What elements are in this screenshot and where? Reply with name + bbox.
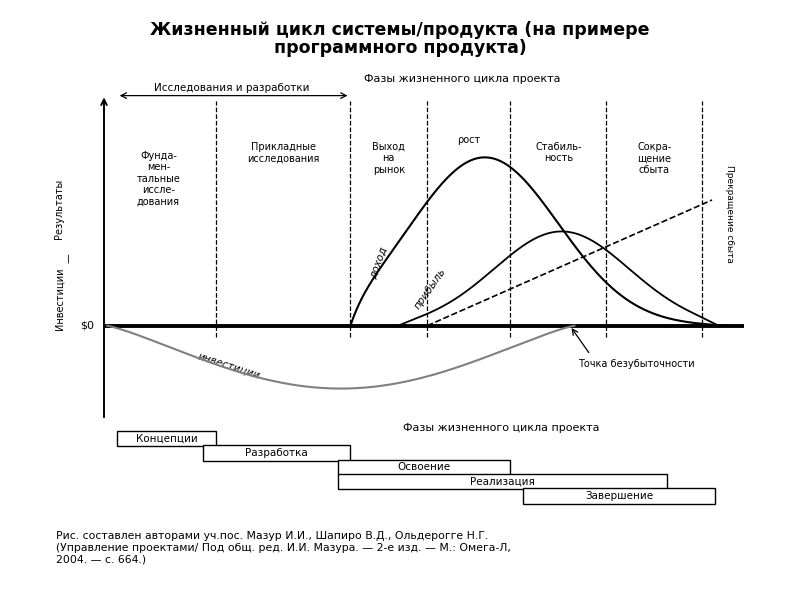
Bar [338, 474, 667, 490]
Text: ρост: ρост [457, 135, 481, 145]
Text: Завершение: Завершение [585, 491, 654, 501]
Text: Прекращение сбыта: Прекращение сбыта [726, 164, 734, 262]
Text: Инвестиции: Инвестиции [54, 268, 64, 330]
Text: Исследования и разработки: Исследования и разработки [154, 83, 310, 92]
Text: Рис. составлен авторами уч.пос. Мазур И.И., Шапиро В.Д., Ольдерогге Н.Г.
(Управл: Рис. составлен авторами уч.пос. Мазур И.… [56, 531, 511, 564]
Bar [203, 445, 350, 461]
Text: Фунда-
мен-
тальные
иссле-
дования: Фунда- мен- тальные иссле- дования [137, 151, 180, 207]
Text: Точка безубыточности: Точка безубыточности [578, 359, 694, 370]
Text: $0: $0 [80, 321, 94, 331]
Text: Выход
на
рынок: Выход на рынок [372, 142, 406, 175]
Text: Стабиль-
ность: Стабиль- ность [535, 142, 582, 163]
Text: Фазы жизненного цикла проекта: Фазы жизненного цикла проекта [364, 74, 561, 85]
Text: Сокра-
щение
сбыта: Сокра- щение сбыта [638, 142, 671, 175]
Text: доход: доход [369, 245, 390, 280]
Text: Жизненный цикл системы/продукта (на примере: Жизненный цикл системы/продукта (на прим… [150, 21, 650, 39]
Bar [523, 488, 715, 504]
Text: Прикладные
исследования: Прикладные исследования [247, 142, 319, 163]
Text: Реализация: Реализация [470, 476, 535, 487]
Text: Концепции: Концепции [135, 433, 198, 443]
Text: инвестиции: инвестиции [196, 352, 262, 381]
Text: программного продукта): программного продукта) [274, 39, 526, 57]
Text: прибыль: прибыль [413, 266, 448, 311]
Text: —: — [64, 253, 74, 263]
Text: Разработка: Разработка [246, 448, 308, 458]
Bar [117, 431, 216, 446]
Bar [338, 460, 510, 475]
Text: Освоение: Освоение [398, 462, 450, 472]
Text: Результаты: Результаты [54, 179, 64, 239]
Text: Фазы жизненного цикла проекта: Фазы жизненного цикла проекта [402, 422, 599, 433]
